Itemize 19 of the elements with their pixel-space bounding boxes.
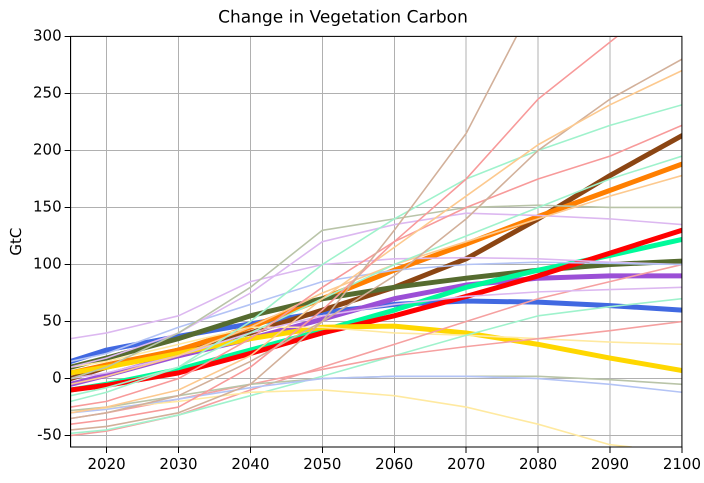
x-tick-label: 2090 <box>590 454 630 473</box>
y-tick-label: 50 <box>42 311 62 330</box>
x-tick-label: 2030 <box>159 454 198 473</box>
x-tick-label: 2040 <box>231 454 270 473</box>
x-tick-label: 2020 <box>87 454 126 473</box>
y-tick-label: 100 <box>32 254 62 272</box>
x-tick-label: 2060 <box>375 454 414 473</box>
x-tick-label: 2100 <box>662 454 702 473</box>
y-tick-label: 200 <box>32 140 62 158</box>
y-tick-label: 0 <box>52 368 62 386</box>
y-tick-label: 300 <box>32 26 62 44</box>
y-tick-label: 250 <box>32 83 62 102</box>
chart-title: Change in Vegetation Carbon <box>218 8 468 28</box>
x-tick-label: 2080 <box>518 454 558 473</box>
y-tick-label: -50 <box>37 425 62 444</box>
y-axis-title: GtC <box>6 228 25 256</box>
x-tick-label: 2050 <box>303 454 342 473</box>
y-tick-label: 150 <box>32 197 62 216</box>
x-tick-label: 2070 <box>447 454 486 473</box>
